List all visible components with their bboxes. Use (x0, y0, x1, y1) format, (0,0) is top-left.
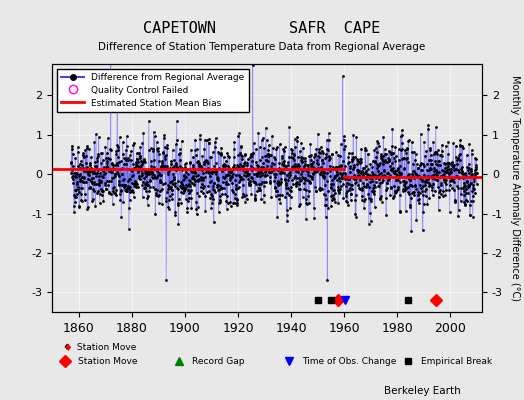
Text: Berkeley Earth: Berkeley Earth (385, 386, 461, 396)
Text: Station Move: Station Move (78, 356, 137, 366)
Text: CAPETOWN        SAFR  CAPE: CAPETOWN SAFR CAPE (144, 21, 380, 36)
Text: Time of Obs. Change: Time of Obs. Change (302, 356, 397, 366)
Text: ♦  Station Move: ♦ Station Move (63, 344, 136, 352)
Text: ♦: ♦ (63, 343, 72, 353)
Text: Difference of Station Temperature Data from Regional Average: Difference of Station Temperature Data f… (99, 42, 425, 52)
Text: Record Gap: Record Gap (192, 356, 245, 366)
Legend: Difference from Regional Average, Quality Control Failed, Estimated Station Mean: Difference from Regional Average, Qualit… (57, 68, 249, 112)
Y-axis label: Monthly Temperature Anomaly Difference (°C): Monthly Temperature Anomaly Difference (… (510, 75, 520, 301)
Text: Empirical Break: Empirical Break (421, 356, 493, 366)
